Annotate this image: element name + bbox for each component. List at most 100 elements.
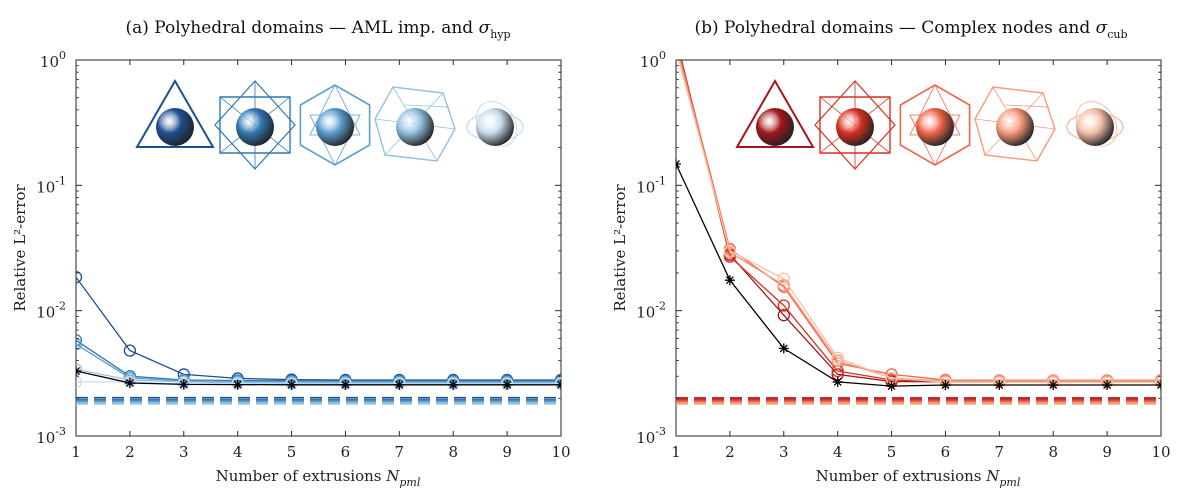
data-point	[76, 363, 83, 376]
data-point	[723, 244, 737, 258]
data-point	[178, 379, 189, 390]
data-point	[1156, 380, 1161, 391]
series-path	[76, 381, 561, 385]
data-point	[777, 272, 790, 285]
data-point	[556, 379, 561, 390]
tetrahedron-icon	[735, 78, 815, 148]
panel-b: (b) Polyhedral domains — Complex nodes a…	[611, 18, 1171, 488]
data-point	[340, 379, 351, 390]
sphere-ellipse-icon	[1066, 101, 1124, 147]
data-point	[671, 32, 682, 43]
y-tick-label: 10-1	[636, 174, 666, 196]
data-point	[76, 375, 83, 389]
x-tick-label: 7	[395, 443, 405, 461]
data-point	[76, 338, 83, 351]
panel-b-y-label: Relative L²-error	[611, 184, 629, 312]
x-tick-label: 9	[502, 443, 512, 461]
y-tick-label: 10-2	[636, 300, 666, 322]
panel-a-y-label: Relative L²-error	[11, 184, 29, 312]
series-path	[679, 60, 1161, 382]
data-point	[76, 271, 83, 284]
x-tick-label: 5	[887, 443, 897, 461]
panel-a-icon-row	[135, 78, 524, 170]
data-point	[940, 380, 951, 391]
data-point	[886, 381, 897, 392]
sphere-icon	[476, 108, 514, 146]
data-point	[554, 377, 561, 391]
tetrahedron-icon	[135, 78, 215, 148]
y-tick-label: 100	[640, 49, 666, 71]
x-tick-label: 6	[341, 443, 351, 461]
x-tick-label: 9	[1102, 443, 1112, 461]
series-path	[76, 343, 561, 383]
data-point	[831, 351, 844, 365]
data-point	[671, 34, 682, 45]
octahedron-icon	[814, 80, 896, 170]
octahedron-icon	[214, 80, 296, 170]
y-tick-label: 10-2	[36, 300, 66, 322]
x-tick-label: 4	[233, 443, 243, 461]
series-path	[76, 368, 561, 384]
data-point	[671, 45, 682, 56]
panel-a-y-ticks: 100 10-1 10-2 10-3	[36, 49, 561, 447]
panel-b-x-ticks: 1 2 3 4 5 6 7 8 9 10	[671, 60, 1171, 461]
data-point	[671, 40, 682, 51]
sphere-icon	[916, 108, 954, 146]
panel-a-title: (a) Polyhedral domains — AML imp. and σh…	[125, 18, 510, 41]
x-tick-label: 10	[551, 443, 570, 461]
irregular-polyhedron-icon	[374, 86, 456, 162]
panel-a-x-ticks: 1 2 3 4 5 6 7 8 9 10	[71, 60, 571, 461]
data-point	[832, 376, 843, 387]
sphere-icon	[236, 108, 274, 146]
y-tick-label: 10-3	[36, 425, 66, 447]
series-path	[676, 163, 1161, 387]
panel-a-series	[76, 271, 561, 391]
series-path	[76, 370, 561, 386]
panel-b-x-label: Number of extrusions Npml	[816, 467, 1021, 488]
series-line-6	[76, 366, 561, 390]
sphere-icon	[1076, 108, 1114, 146]
x-tick-label: 2	[125, 443, 135, 461]
data-point	[124, 377, 135, 388]
sphere-icon	[996, 108, 1034, 146]
data-point	[394, 379, 405, 390]
data-point	[502, 379, 513, 390]
data-point	[777, 299, 790, 312]
sphere-icon	[836, 108, 874, 146]
irregular-polyhedron-icon	[974, 86, 1056, 162]
data-point	[286, 379, 297, 390]
x-tick-label: 8	[1048, 443, 1058, 461]
x-tick-label: 3	[179, 443, 189, 461]
x-tick-label: 4	[833, 443, 843, 461]
y-tick-label: 10-3	[636, 425, 666, 447]
data-point	[232, 379, 243, 390]
data-point	[1048, 380, 1059, 391]
panel-a-x-label: Number of extrusions Npml	[216, 467, 421, 488]
series-path	[677, 60, 1161, 383]
data-point	[1102, 380, 1113, 391]
x-tick-label: 8	[448, 443, 458, 461]
panel-b-series	[671, 32, 1161, 392]
data-point	[994, 380, 1005, 391]
data-point	[76, 366, 81, 377]
icosahedron-icon	[899, 84, 971, 166]
x-tick-label: 2	[725, 443, 735, 461]
data-point	[671, 36, 682, 47]
panel-a: (a) Polyhedral domains — AML imp. and σh…	[11, 18, 571, 488]
x-tick-label: 5	[287, 443, 297, 461]
x-tick-label: 3	[779, 443, 789, 461]
x-tick-label: 6	[941, 443, 951, 461]
data-point	[724, 275, 735, 286]
data-point	[778, 343, 789, 354]
data-point	[123, 344, 137, 357]
sphere-ellipse-icon	[466, 101, 524, 147]
sphere-icon	[156, 108, 194, 146]
series-path	[76, 276, 561, 381]
icosahedron-icon	[299, 84, 371, 166]
sphere-icon	[396, 108, 434, 146]
x-tick-label: 7	[995, 443, 1005, 461]
data-point	[448, 379, 459, 390]
data-point	[76, 334, 83, 347]
y-tick-label: 10-1	[36, 174, 66, 196]
